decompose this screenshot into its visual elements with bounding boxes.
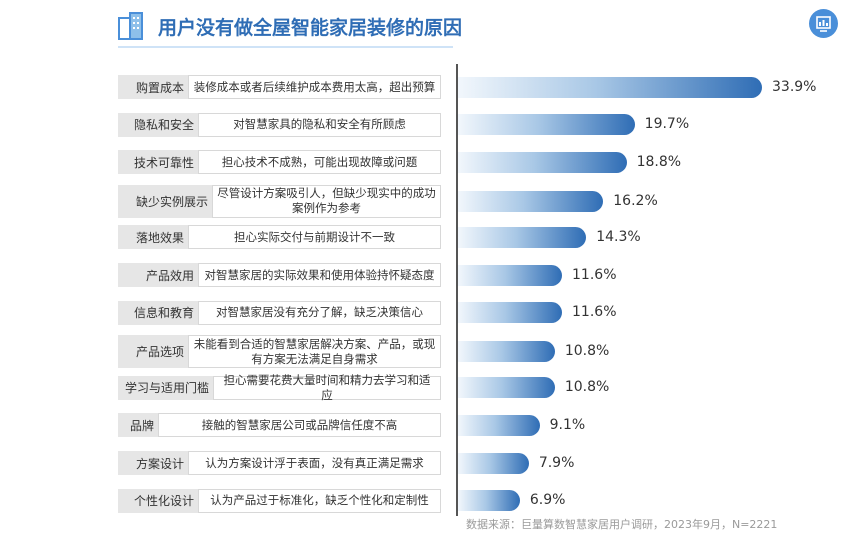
bar-row: 技术可靠性 担心技术不成熟，可能出现故障或问题 18.8% <box>0 150 844 175</box>
category-label: 方案设计 <box>118 451 188 475</box>
value-label: 19.7% <box>644 116 690 133</box>
bar <box>458 490 520 512</box>
bar <box>458 114 635 136</box>
category-label: 产品选项 <box>118 335 188 369</box>
bar <box>458 302 563 324</box>
reason-description: 担心需要花费大量时间和精力去学习和适应 <box>213 373 441 402</box>
bar-row: 学习与适用门槛 担心需要花费大量时间和精力去学习和适应 10.8% <box>0 373 844 402</box>
bar-row: 产品效用 对智慧家居的实际效果和使用体验持怀疑态度 11.6% <box>0 263 844 287</box>
category-label: 技术可靠性 <box>118 150 198 175</box>
reason-description: 接触的智慧家居公司或品牌信任度不高 <box>158 413 441 438</box>
bar-row: 缺少实例展示 尽管设计方案吸引人，但缺少现实中的成功案例作为参考 16.2% <box>0 184 844 218</box>
axis-line <box>456 64 458 516</box>
bar <box>458 377 555 399</box>
value-label: 18.8% <box>636 153 682 170</box>
category-label: 学习与适用门槛 <box>118 375 213 400</box>
value-label: 33.9% <box>772 78 817 95</box>
reason-description: 未能看到合适的智慧家居解决方案、产品，或现有方案无法满足自身需求 <box>188 335 441 369</box>
building-icon <box>118 12 143 40</box>
value-label: 7.9% <box>538 454 575 471</box>
category-label: 缺少实例展示 <box>118 184 212 218</box>
category-label: 品牌 <box>118 413 158 438</box>
data-source: 数据来源：巨量算数智慧家居用户调研，2023年9月，N=2221 <box>466 518 778 531</box>
category-label: 购置成本 <box>118 75 188 99</box>
reason-description: 认为产品过于标准化，缺乏个性化和定制性 <box>198 488 441 513</box>
category-label: 信息和教育 <box>118 300 198 325</box>
bar-row: 方案设计 认为方案设计浮于表面，没有真正满足需求 7.9% <box>0 451 844 475</box>
category-label: 隐私和安全 <box>118 112 198 137</box>
reason-description: 尽管设计方案吸引人，但缺少现实中的成功案例作为参考 <box>212 184 441 218</box>
category-label: 产品效用 <box>118 263 198 287</box>
bar <box>458 76 762 98</box>
bar <box>458 151 627 173</box>
value-label: 11.6% <box>572 304 617 321</box>
value-label: 6.9% <box>529 492 566 509</box>
chart-title: 用户没有做全屋智能家居装修的原因 <box>158 17 463 39</box>
reason-description: 对智慧家居的实际效果和使用体验持怀疑态度 <box>198 263 441 287</box>
value-label: 10.8% <box>564 343 610 360</box>
bar-row: 个性化设计 认为产品过于标准化，缺乏个性化和定制性 6.9% <box>0 488 844 513</box>
reason-description: 担心技术不成熟，可能出现故障或问题 <box>198 150 441 175</box>
reason-description: 担心实际交付与前期设计不一致 <box>188 225 441 250</box>
chart-icon-button[interactable] <box>809 9 838 38</box>
bar-row: 购置成本 装修成本或者后续维护成本费用太高，超出预算 33.9% <box>0 75 844 99</box>
reason-description: 对智慧家具的隐私和安全有所顾虑 <box>198 112 441 137</box>
bar <box>458 452 529 474</box>
value-label: 11.6% <box>572 266 617 283</box>
bar <box>458 414 540 436</box>
value-label: 14.3% <box>596 228 641 245</box>
value-label: 16.2% <box>613 192 658 209</box>
bar-row: 品牌 接触的智慧家居公司或品牌信任度不高 9.1% <box>0 413 844 438</box>
category-label: 落地效果 <box>118 225 188 250</box>
bar-row: 信息和教育 对智慧家居没有充分了解，缺乏决策信心 11.6% <box>0 300 844 325</box>
bar <box>458 264 563 286</box>
category-label: 个性化设计 <box>118 488 198 513</box>
chart-icon <box>816 16 831 32</box>
bar <box>458 226 587 248</box>
bar-row: 产品选项 未能看到合适的智慧家居解决方案、产品，或现有方案无法满足自身需求 10.8… <box>0 335 844 369</box>
bar-row: 隐私和安全 对智慧家具的隐私和安全有所顾虑 19.7% <box>0 112 844 137</box>
bar <box>458 190 604 212</box>
title-underline <box>118 46 453 48</box>
reason-description: 装修成本或者后续维护成本费用太高，超出预算 <box>188 75 441 99</box>
value-label: 9.1% <box>549 416 586 433</box>
reason-description: 对智慧家居没有充分了解，缺乏决策信心 <box>198 300 441 325</box>
bar <box>458 341 555 363</box>
bar-row: 落地效果 担心实际交付与前期设计不一致 14.3% <box>0 225 844 250</box>
reason-description: 认为方案设计浮于表面，没有真正满足需求 <box>188 451 441 475</box>
value-label: 10.8% <box>564 379 610 396</box>
